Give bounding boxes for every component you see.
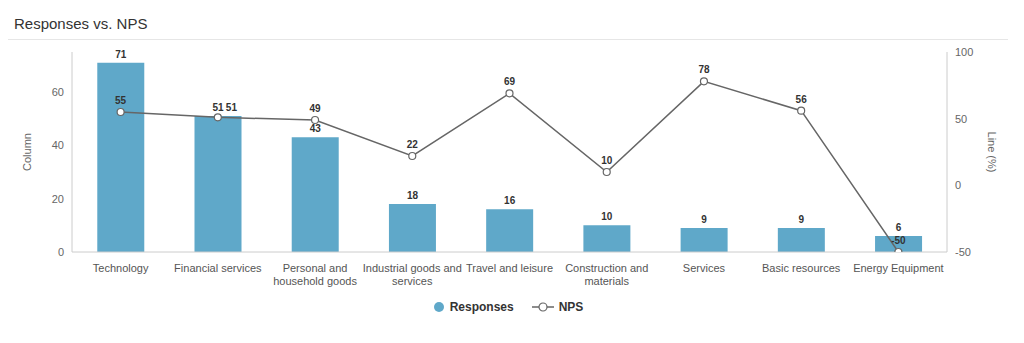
svg-text:0: 0 — [955, 179, 961, 191]
svg-text:Personal andhousehold goods: Personal andhousehold goods — [273, 262, 357, 287]
svg-text:Technology: Technology — [93, 262, 149, 274]
svg-text:Line (%): Line (%) — [986, 132, 998, 173]
svg-text:Travel and leisure: Travel and leisure — [466, 262, 553, 274]
svg-text:50: 50 — [955, 113, 967, 125]
svg-text:100: 100 — [955, 46, 973, 58]
svg-text:49: 49 — [309, 103, 321, 114]
svg-text:18: 18 — [407, 190, 419, 201]
svg-text:10: 10 — [601, 155, 613, 166]
svg-text:6: 6 — [896, 222, 902, 233]
svg-text:Column: Column — [21, 133, 33, 171]
html-text:NPS: NPS — [558, 300, 584, 314]
svg-text:9: 9 — [701, 214, 707, 225]
html-text:Responses vs. NPS: Responses vs. NPS — [14, 15, 148, 32]
svg-text:0: 0 — [58, 246, 64, 258]
html-text:Responses: Responses — [449, 300, 514, 314]
svg-text:Energy Equipment: Energy Equipment — [853, 262, 944, 274]
svg-text:Services: Services — [683, 262, 726, 274]
svg-text:60: 60 — [52, 86, 64, 98]
svg-text:20: 20 — [52, 193, 64, 205]
svg-text:16: 16 — [504, 195, 516, 206]
svg-text:9: 9 — [799, 214, 805, 225]
svg-text:10: 10 — [601, 211, 613, 222]
svg-text:Industrial goods andservices: Industrial goods andservices — [363, 262, 462, 287]
svg-text:40: 40 — [52, 139, 64, 151]
svg-text:43: 43 — [310, 123, 322, 134]
svg-text:Construction andmaterials: Construction andmaterials — [565, 262, 648, 287]
svg-text:71: 71 — [115, 49, 127, 60]
svg-text:78: 78 — [698, 64, 710, 75]
svg-text:-50: -50 — [891, 235, 906, 246]
svg-text:55: 55 — [115, 95, 127, 106]
svg-text:22: 22 — [407, 139, 419, 150]
svg-text:51: 51 — [226, 102, 238, 113]
svg-text:51: 51 — [212, 102, 224, 113]
svg-text:-50: -50 — [955, 246, 971, 258]
svg-text:Financial services: Financial services — [174, 262, 262, 274]
svg-text:56: 56 — [796, 94, 808, 105]
svg-text:Basic resources: Basic resources — [762, 262, 841, 274]
svg-text:69: 69 — [504, 76, 516, 87]
